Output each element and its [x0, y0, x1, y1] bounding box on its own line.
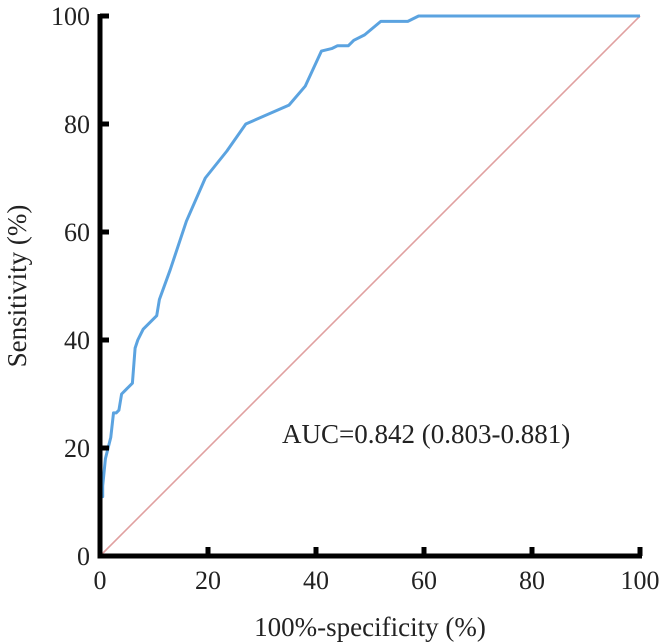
- x-tick-label: 40: [303, 566, 329, 595]
- roc-curve-line: [98, 14, 640, 556]
- y-tick-label: 40: [64, 326, 90, 355]
- x-tick-label: 100: [621, 566, 660, 595]
- auc-annotation: AUC=0.842 (0.803-0.881): [282, 419, 570, 449]
- y-tick-label: 100: [51, 2, 90, 31]
- x-tick-label: 60: [411, 566, 437, 595]
- x-tick-label: 0: [94, 566, 107, 595]
- x-tick-label: 20: [195, 566, 221, 595]
- x-tick-label: 80: [519, 566, 545, 595]
- y-axis-ticks: 0 20 40 60 80 100: [51, 2, 109, 571]
- y-tick-label: 80: [64, 110, 90, 139]
- x-axis-ticks: 0 20 40 60 80 100: [94, 547, 660, 595]
- plot-area: 0 20 40 60 80 100 0 20 40 60 80 100: [51, 2, 660, 595]
- reference-diagonal-line: [99, 15, 641, 557]
- y-tick-label: 0: [77, 542, 90, 571]
- y-tick-label: 60: [64, 218, 90, 247]
- x-axis-title: 100%-specificity (%): [254, 612, 486, 642]
- y-tick-label: 20: [64, 434, 90, 463]
- y-axis-title: Sensitivity (%): [2, 205, 32, 368]
